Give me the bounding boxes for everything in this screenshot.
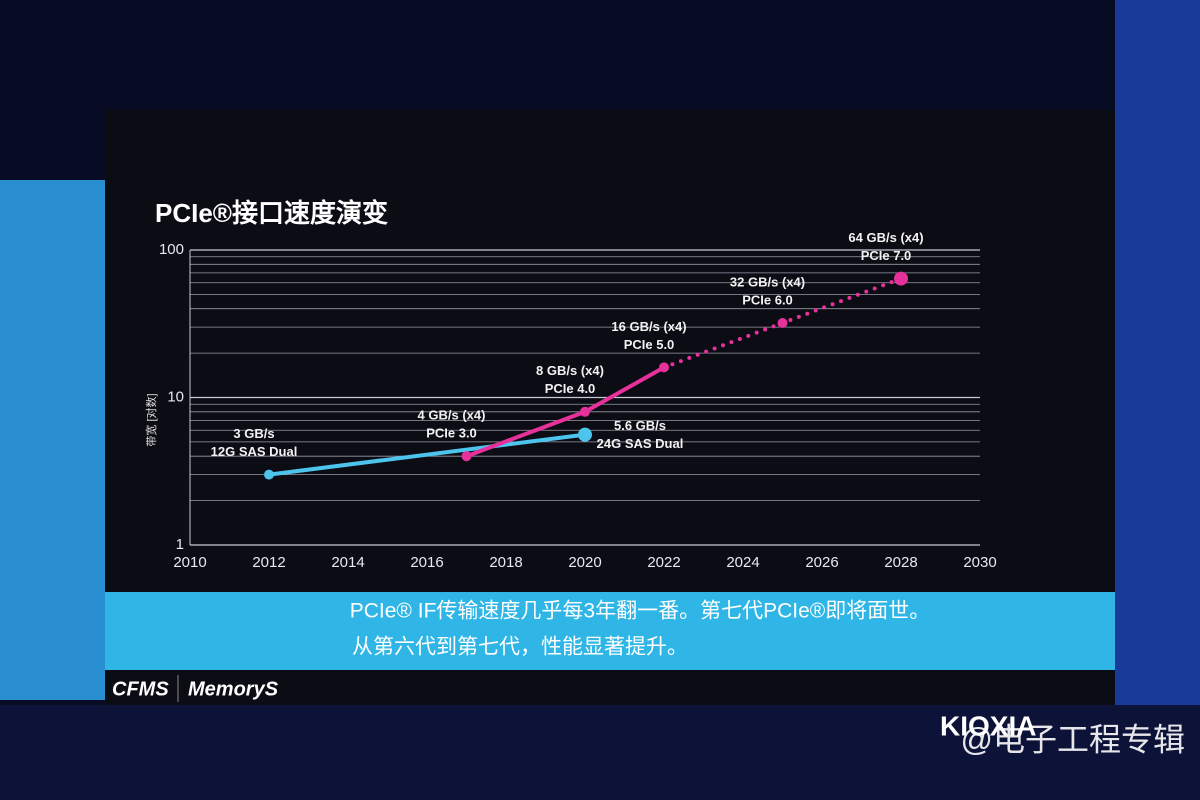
data-point (659, 362, 669, 373)
caption-band (105, 592, 1115, 670)
x-tick-label: 2022 (647, 554, 680, 571)
watermark: @电子工程专辑 (961, 721, 1186, 757)
x-tick-label: 2028 (884, 554, 917, 571)
point-note: PCIe 5.0 (624, 337, 675, 352)
value-label: 5.6 GB/s (614, 418, 666, 433)
side-screen (0, 180, 120, 700)
data-point (580, 406, 590, 417)
data-point (777, 317, 788, 328)
x-tick-label: 2012 (252, 554, 285, 571)
point-note: PCIe 7.0 (861, 248, 912, 263)
side-screen (1115, 0, 1200, 720)
logo: KIOXIA (940, 710, 1036, 741)
x-tick-label: 2020 (568, 554, 601, 571)
y-tick-label: 100 (159, 241, 184, 258)
y-tick-label: 10 (167, 388, 184, 405)
stage-floor (0, 705, 1200, 800)
value-label: 8 GB/s (x4) (536, 363, 604, 378)
logo: CFMS (112, 678, 169, 700)
y-axis-label: 带宽 [对数] (144, 393, 158, 446)
point-note: PCIe 6.0 (742, 292, 793, 307)
caption-line: PCIe® IF传输速度几乎每3年翻一番。第七代PCIe®即将面世。 (350, 600, 931, 623)
x-tick-label: 2010 (173, 554, 206, 571)
x-tick-label: 2016 (410, 554, 443, 571)
x-tick-label: 2014 (331, 554, 364, 571)
point-note: 24G SAS Dual (597, 436, 684, 451)
value-label: 3 GB/s (233, 426, 274, 441)
point-note: 12G SAS Dual (211, 444, 298, 459)
x-tick-label: 2018 (489, 554, 522, 571)
chart-title: PCIe®接口速度演变 (155, 198, 388, 228)
data-point (264, 469, 274, 480)
value-label: 16 GB/s (x4) (611, 319, 686, 334)
data-point (461, 451, 472, 462)
value-label: 32 GB/s (x4) (730, 274, 805, 289)
value-label: 4 GB/s (x4) (418, 408, 486, 423)
caption-line: 从第六代到第七代，性能显著提升。 (352, 636, 688, 659)
x-tick-label: 2030 (963, 554, 996, 571)
y-tick-label: 1 (176, 536, 184, 553)
x-tick-label: 2026 (805, 554, 838, 571)
value-label: 64 GB/s (x4) (848, 230, 923, 245)
data-point (578, 427, 592, 442)
point-note: PCIe 3.0 (426, 426, 477, 441)
logo: MemoryS (188, 678, 279, 700)
series-line (267, 432, 587, 477)
data-point (894, 271, 908, 286)
x-tick-label: 2024 (726, 554, 759, 571)
point-note: PCIe 4.0 (545, 381, 596, 396)
